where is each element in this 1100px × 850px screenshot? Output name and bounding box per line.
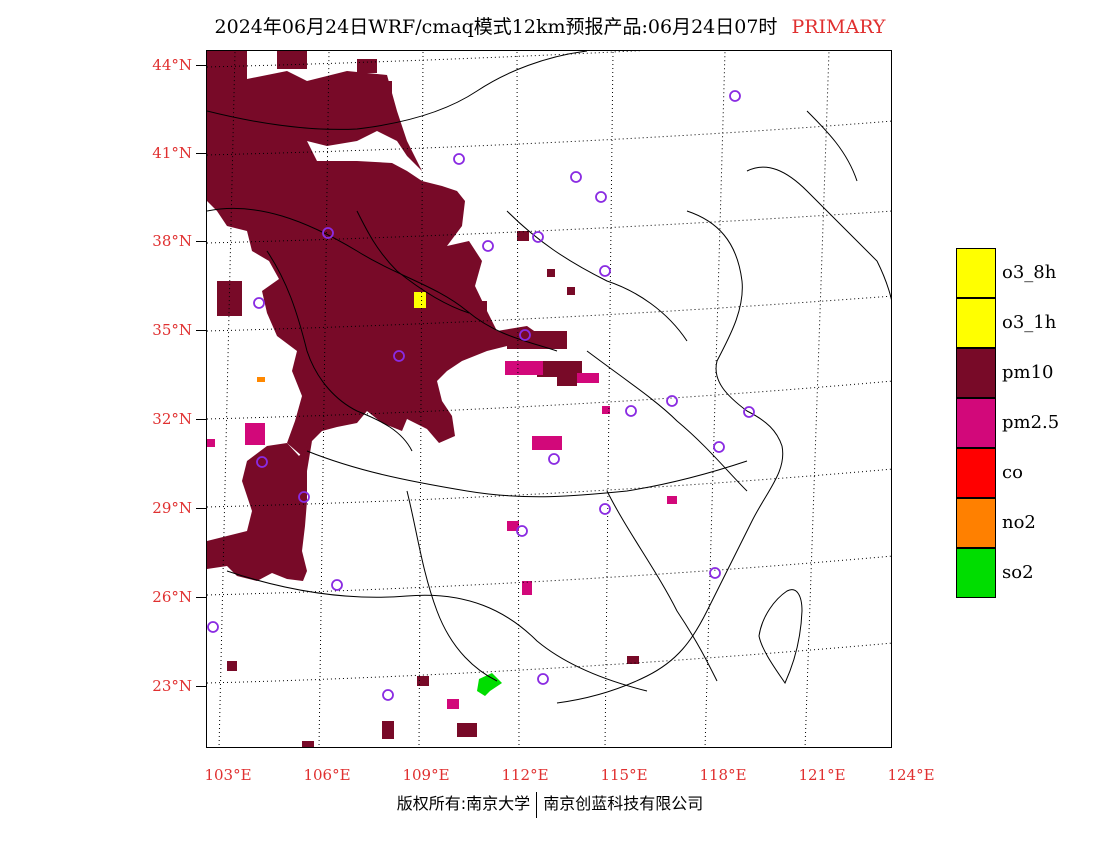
- legend-swatch: [956, 248, 996, 298]
- legend-label: so2: [1002, 562, 1034, 583]
- copyright-owner: 版权所有:南京大学: [396, 794, 531, 813]
- lat-label-29: 29°N: [132, 499, 206, 517]
- map-title: 2024年06月24日WRF/cmaq模式12km预报产品:06月24日07时 P…: [0, 12, 1100, 39]
- pm10-region-north: [207, 51, 537, 456]
- station-markers: [207, 90, 755, 701]
- footer-divider: [536, 791, 538, 818]
- lat-label-35: 35°N: [132, 321, 206, 339]
- forecast-map: [206, 50, 892, 748]
- legend-label: no2: [1002, 512, 1036, 533]
- lon-label-124: 124°E: [887, 766, 935, 784]
- legend-label: o3_1h: [1002, 312, 1057, 333]
- copyright-footer: 版权所有:南京大学 南京创蓝科技有限公司: [0, 790, 1100, 818]
- copyright-company: 南京创蓝科技有限公司: [543, 794, 704, 813]
- lat-label-23: 23°N: [132, 677, 206, 695]
- pm10-region-southwest: [207, 441, 312, 581]
- so2-patch: [477, 673, 502, 696]
- legend-swatch: [956, 448, 996, 498]
- legend-label: pm10: [1002, 362, 1054, 383]
- lon-label-106: 106°E: [303, 766, 351, 784]
- boundaries: [207, 51, 891, 704]
- lon-label-121: 121°E: [798, 766, 846, 784]
- lon-label-115: 115°E: [600, 766, 648, 784]
- lat-label-41: 41°N: [132, 144, 206, 162]
- lon-label-109: 109°E: [402, 766, 450, 784]
- lat-label-32: 32°N: [132, 410, 206, 428]
- legend-swatch: [956, 548, 996, 598]
- legend-label: o3_8h: [1002, 262, 1057, 283]
- title-tag: PRIMARY: [791, 16, 886, 38]
- lon-label-118: 118°E: [699, 766, 747, 784]
- o3-patch: [414, 292, 426, 308]
- legend-swatch: [956, 498, 996, 548]
- legend-label: pm2.5: [1002, 412, 1060, 433]
- lat-label-26: 26°N: [132, 588, 206, 606]
- pm25-scatter: [207, 361, 677, 709]
- no2-patch: [257, 377, 265, 382]
- lat-label-38: 38°N: [132, 232, 206, 250]
- legend-label: co: [1002, 462, 1023, 483]
- map-canvas: [207, 51, 891, 747]
- title-text: 2024年06月24日WRF/cmaq模式12km预报产品:06月24日07时: [214, 16, 778, 38]
- lon-label-112: 112°E: [501, 766, 549, 784]
- legend-swatch: [956, 298, 996, 348]
- legend-swatch: [956, 348, 996, 398]
- lat-label-44: 44°N: [132, 56, 206, 74]
- legend-swatch: [956, 398, 996, 448]
- graticule: [207, 51, 891, 747]
- pm10-scatter: [217, 51, 639, 747]
- lon-label-103: 103°E: [204, 766, 252, 784]
